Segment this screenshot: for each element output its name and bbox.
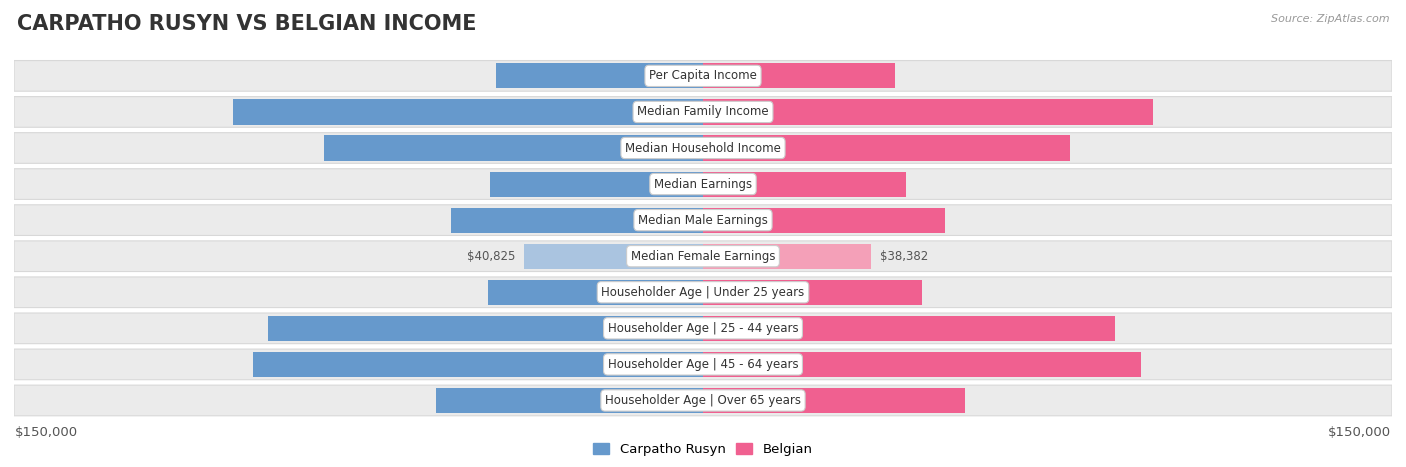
Bar (524, 244, 703, 269)
FancyBboxPatch shape (14, 385, 1392, 416)
Bar (436, 388, 703, 413)
FancyBboxPatch shape (14, 241, 1392, 271)
Bar (323, 135, 703, 161)
Text: $49,113: $49,113 (690, 286, 744, 299)
Text: $57,572: $57,572 (690, 213, 744, 226)
FancyBboxPatch shape (14, 205, 1392, 235)
Bar (703, 280, 922, 305)
Text: $40,825: $40,825 (467, 250, 516, 263)
Text: Householder Age | Over 65 years: Householder Age | Over 65 years (605, 394, 801, 407)
Text: Per Capita Income: Per Capita Income (650, 70, 756, 82)
Text: Householder Age | 25 - 44 years: Householder Age | 25 - 44 years (607, 322, 799, 335)
Text: $99,449: $99,449 (690, 322, 744, 335)
Text: CARPATHO RUSYN VS BELGIAN INCOME: CARPATHO RUSYN VS BELGIAN INCOME (17, 14, 477, 34)
FancyBboxPatch shape (14, 97, 1392, 127)
Text: $38,382: $38,382 (880, 250, 928, 263)
Bar (703, 388, 965, 413)
Text: Median Male Earnings: Median Male Earnings (638, 213, 768, 226)
Text: $107,502: $107,502 (690, 106, 751, 119)
Text: Median Family Income: Median Family Income (637, 106, 769, 119)
Bar (253, 352, 703, 377)
Bar (703, 352, 1140, 377)
Bar (703, 207, 945, 233)
FancyBboxPatch shape (14, 313, 1392, 344)
Text: $48,617: $48,617 (690, 177, 744, 191)
Bar (703, 244, 870, 269)
Bar (703, 135, 1070, 161)
Text: $100,060: $100,060 (655, 358, 716, 371)
Text: $43,951: $43,951 (662, 70, 716, 82)
Text: Median Household Income: Median Household Income (626, 142, 780, 155)
Legend: Carpatho Rusyn, Belgian: Carpatho Rusyn, Belgian (588, 438, 818, 461)
Text: Median Earnings: Median Earnings (654, 177, 752, 191)
Bar (496, 64, 703, 88)
Text: $94,262: $94,262 (662, 322, 716, 335)
Bar (233, 99, 703, 125)
Text: $50,113: $50,113 (662, 286, 716, 299)
FancyBboxPatch shape (14, 277, 1392, 308)
Text: $61,093: $61,093 (690, 394, 744, 407)
Text: $59,915: $59,915 (662, 394, 716, 407)
Text: Source: ZipAtlas.com: Source: ZipAtlas.com (1271, 14, 1389, 24)
Bar (703, 99, 1153, 125)
Bar (703, 316, 1115, 341)
FancyBboxPatch shape (14, 61, 1392, 91)
Bar (703, 64, 896, 88)
FancyBboxPatch shape (14, 133, 1392, 163)
FancyBboxPatch shape (14, 169, 1392, 199)
Bar (488, 280, 703, 305)
FancyBboxPatch shape (14, 349, 1392, 380)
Bar (491, 171, 703, 197)
Text: $55,361: $55,361 (662, 213, 716, 226)
Bar (451, 207, 703, 233)
Text: $47,248: $47,248 (690, 70, 744, 82)
Bar (269, 316, 703, 341)
Text: $86,635: $86,635 (690, 142, 744, 155)
Bar (703, 171, 905, 197)
Text: $84,008: $84,008 (662, 142, 716, 155)
Text: $46,375: $46,375 (662, 177, 716, 191)
Text: Householder Age | Under 25 years: Householder Age | Under 25 years (602, 286, 804, 299)
Text: Householder Age | 45 - 64 years: Householder Age | 45 - 64 years (607, 358, 799, 371)
Text: Median Female Earnings: Median Female Earnings (631, 250, 775, 263)
Text: $102,777: $102,777 (690, 358, 751, 371)
Text: $102,788: $102,788 (654, 106, 716, 119)
